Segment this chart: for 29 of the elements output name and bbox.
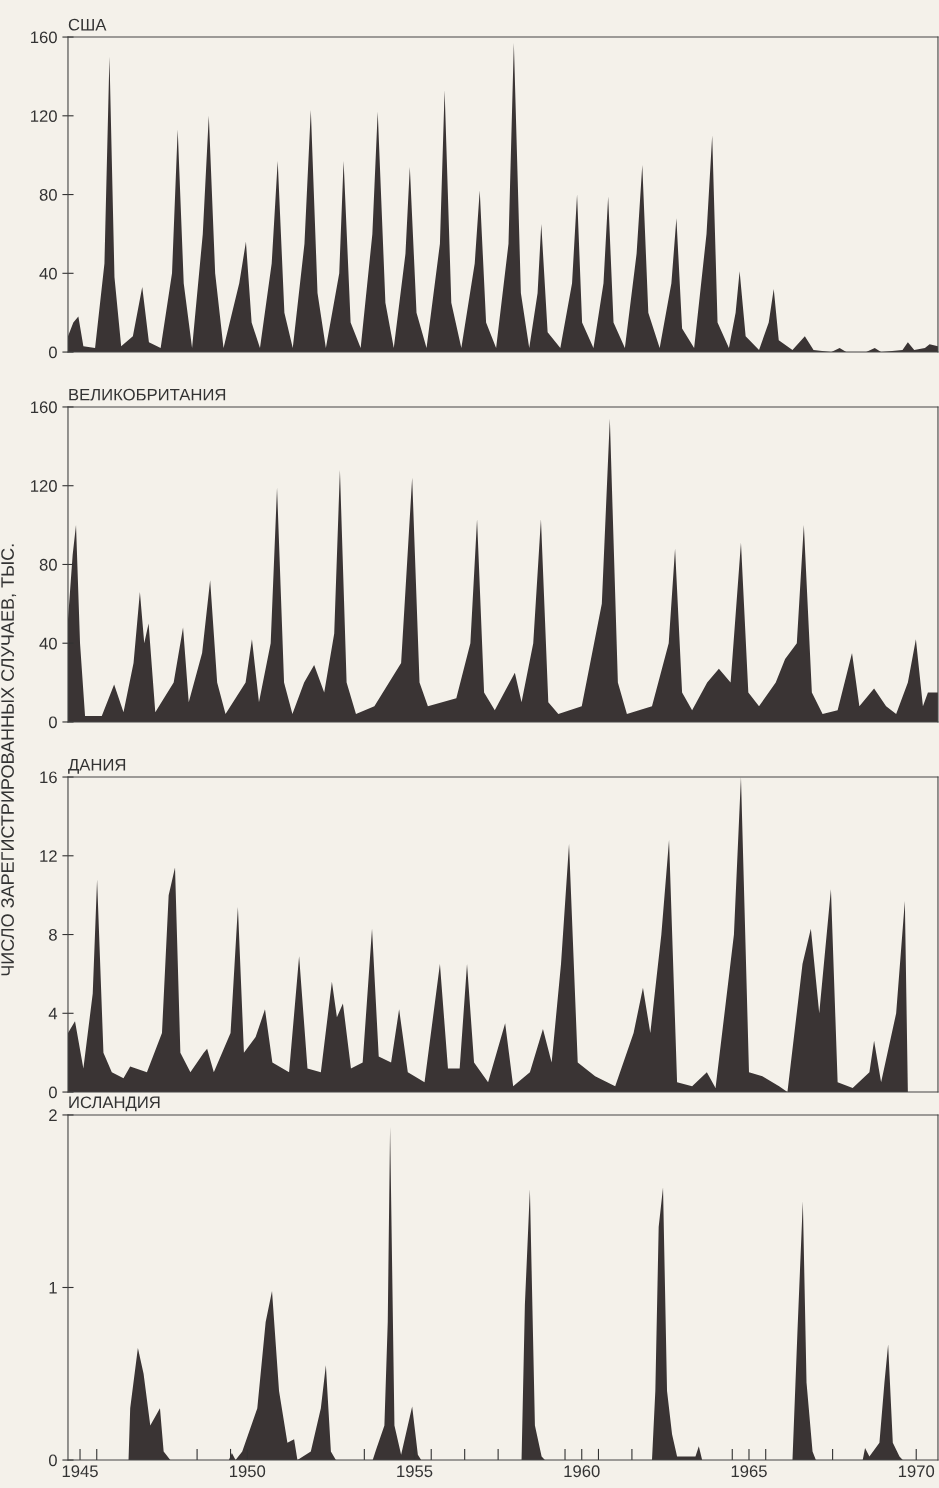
y-tick-label: 2 — [49, 1109, 57, 1121]
y-tick-label: 160 — [31, 401, 57, 414]
y-tick-label: 120 — [31, 110, 57, 123]
x-tick-label: 1945 — [62, 1465, 98, 1478]
y-tick-label: 16 — [40, 771, 57, 784]
x-tick-label: 1970 — [898, 1465, 935, 1478]
y-tick-label: 160 — [31, 31, 57, 44]
y-tick-label: 80 — [39, 558, 57, 571]
y-tick-label: 40 — [39, 637, 57, 650]
y-tick-label: 80 — [39, 188, 57, 201]
x-tick-label: 1950 — [230, 1465, 266, 1478]
y-tick-label: 0 — [48, 1454, 57, 1467]
x-tick-label: 1955 — [397, 1465, 433, 1478]
y-tick-label: 12 — [40, 850, 57, 862]
y-tick-label: 4 — [48, 1007, 58, 1020]
y-axis-title: ЧИСЛО ЗАРЕГИСТРИРОВАННЫХ СЛУЧАЕВ, ТЫС. — [1, 544, 17, 976]
y-tick-label: 8 — [49, 928, 57, 941]
y-tick-label: 0 — [48, 346, 57, 359]
y-tick-label: 0 — [48, 1086, 57, 1099]
y-tick-label: 120 — [31, 480, 57, 492]
y-tick-label: 0 — [48, 716, 57, 729]
y-tick-label: 40 — [39, 267, 57, 280]
chart-title: ДАНИЯ — [68, 758, 126, 774]
x-tick-label: 1960 — [564, 1465, 600, 1478]
x-tick-label: 1965 — [731, 1465, 767, 1478]
chart-title: США — [68, 18, 107, 31]
y-tick-label: 1 — [49, 1282, 57, 1294]
chart-title: ИСЛАНДИЯ — [69, 1096, 160, 1112]
chart-title: ВЕЛИКОБРИТАНИЯ — [69, 388, 226, 401]
